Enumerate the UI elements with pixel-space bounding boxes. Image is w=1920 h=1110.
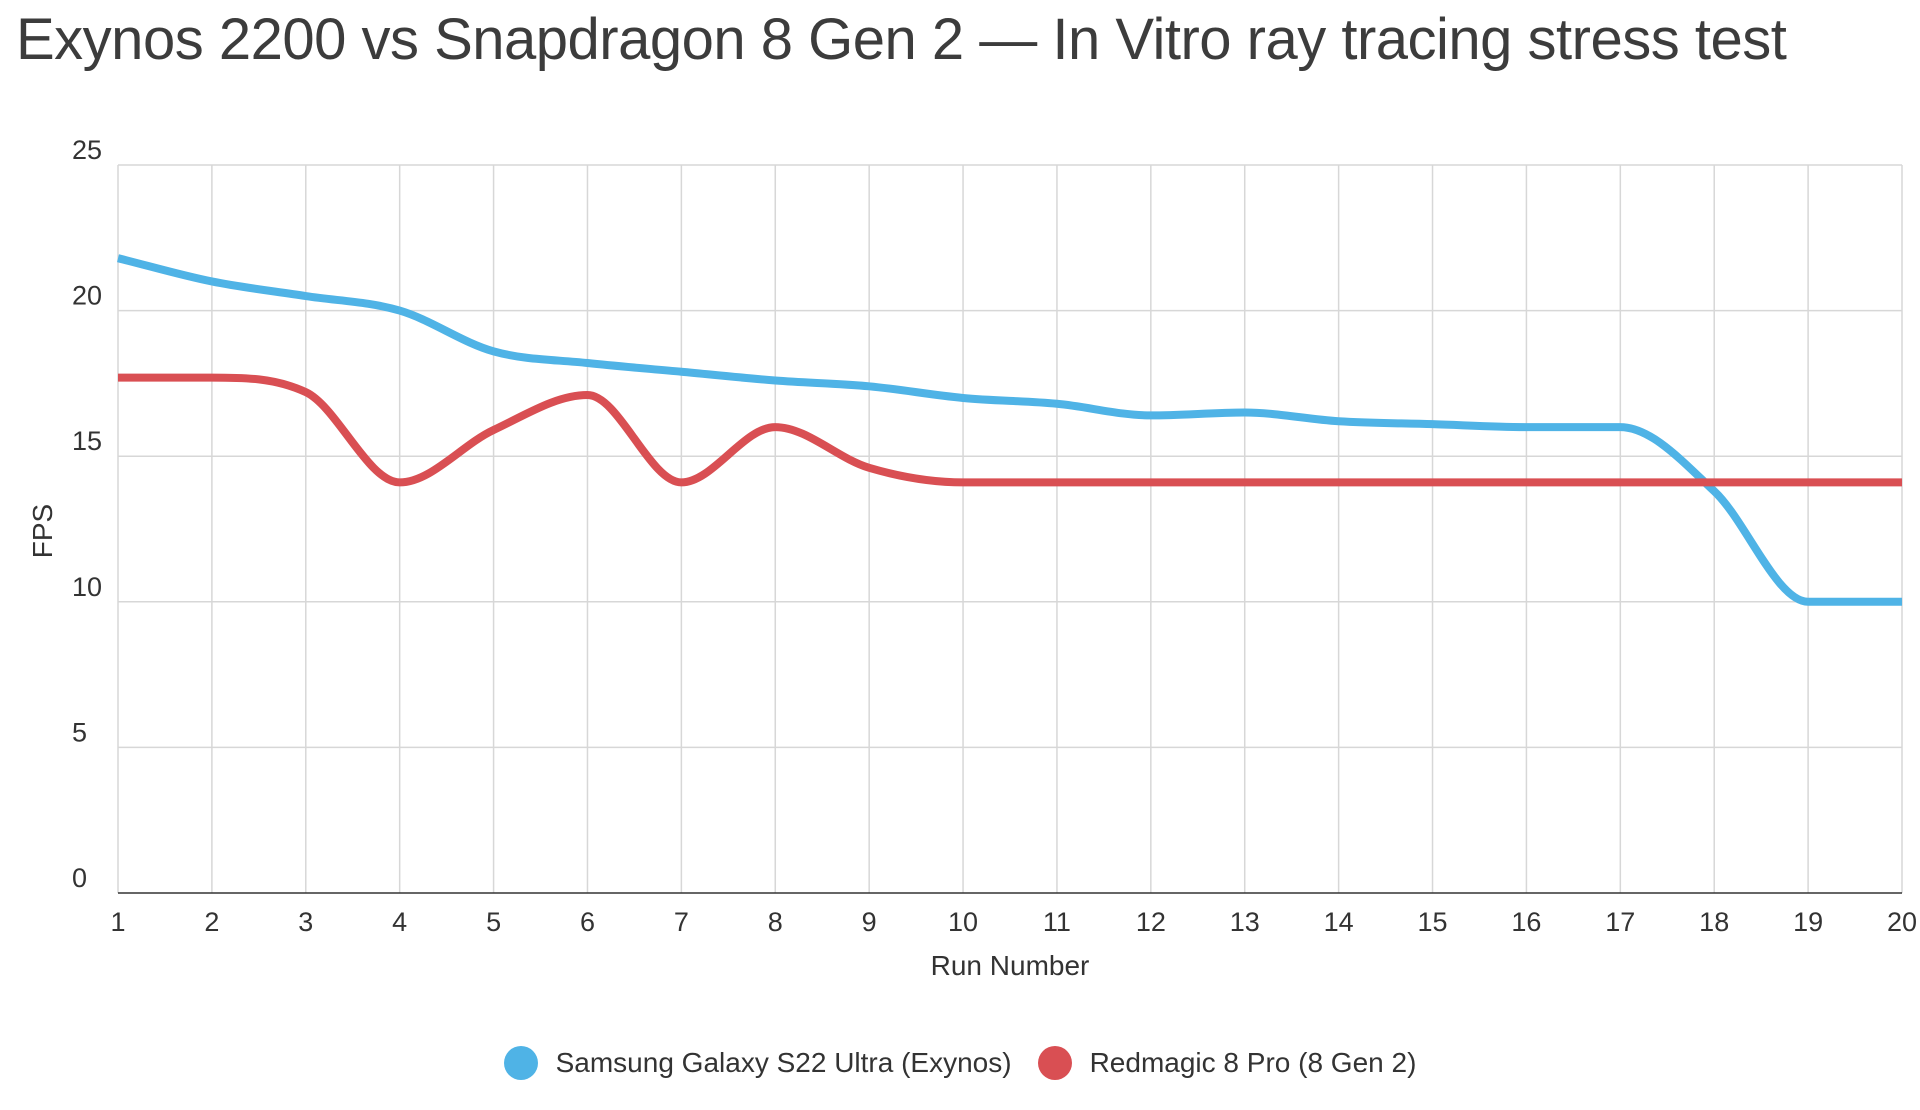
x-tick-label: 6 (580, 907, 595, 937)
x-tick-label: 18 (1699, 907, 1729, 937)
legend-swatch-redmagic (1037, 1046, 1072, 1080)
x-tick-label: 14 (1324, 907, 1354, 937)
legend-swatch-exynos (503, 1046, 538, 1080)
y-tick-label: 20 (72, 281, 102, 311)
x-tick-label: 7 (674, 907, 689, 937)
x-tick-label: 20 (1887, 907, 1917, 937)
x-tick-label: 1 (110, 907, 125, 937)
x-tick-label: 8 (768, 907, 783, 937)
x-tick-label: 9 (862, 907, 877, 937)
legend-item-exynos[interactable]: Samsung Galaxy S22 Ultra (Exynos) (503, 1046, 1012, 1080)
x-tick-label: 11 (1043, 907, 1071, 937)
series-lines (117, 254, 1902, 606)
legend-label-redmagic: Redmagic 8 Pro (8 Gen 2) (1089, 1047, 1417, 1078)
x-tick-label: 3 (298, 907, 313, 937)
x-tick-label: 15 (1418, 907, 1448, 937)
legend-label-exynos: Samsung Galaxy S22 Ultra (Exynos) (555, 1047, 1012, 1078)
series-line-redmagic (118, 373, 1902, 487)
chart-title: Exynos 2200 vs Snapdragon 8 Gen 2 — In V… (16, 7, 1787, 72)
y-tick-label: 15 (72, 426, 102, 456)
legend-item-redmagic[interactable]: Redmagic 8 Pro (8 Gen 2) (1037, 1046, 1417, 1080)
x-tick-label: 5 (486, 907, 501, 937)
x-tick-label: 17 (1605, 907, 1635, 937)
x-tick-label: 13 (1230, 907, 1260, 937)
y-tick-label: 10 (72, 572, 102, 602)
y-axis-title: FPS (27, 504, 58, 558)
series-line-exynos (117, 254, 1902, 606)
grid (117, 164, 1903, 894)
x-tick-label: 4 (392, 907, 407, 937)
x-tick-label: 10 (948, 907, 978, 937)
legend: Samsung Galaxy S22 Ultra (Exynos) Redmag… (0, 1046, 1920, 1080)
y-tick-label: 25 (72, 135, 102, 165)
x-tick-label: 16 (1511, 907, 1541, 937)
y-tick-label: 0 (72, 863, 87, 893)
x-axis-title: Run Number (931, 950, 1090, 981)
y-tick-label: 5 (72, 717, 87, 747)
x-tick-label: 19 (1793, 907, 1823, 937)
x-tick-label: 2 (204, 907, 219, 937)
x-tick-label: 12 (1136, 907, 1166, 937)
